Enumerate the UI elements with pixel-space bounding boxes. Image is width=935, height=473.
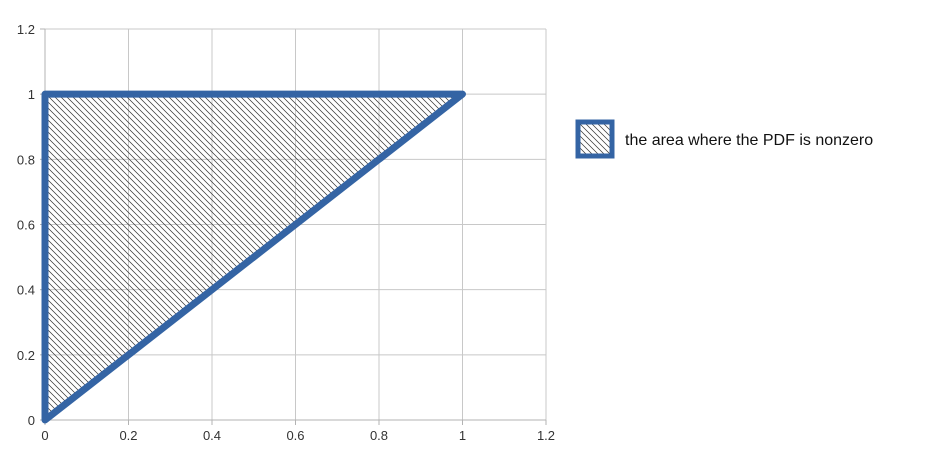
legend-swatch xyxy=(575,119,615,159)
x-tick-label: 1.2 xyxy=(537,428,555,443)
x-tick-label: 0.6 xyxy=(286,428,304,443)
y-tick-label: 0.6 xyxy=(17,218,35,233)
y-tick-label: 0 xyxy=(28,413,35,428)
series-area xyxy=(41,90,466,424)
x-tick-label: 0 xyxy=(41,428,48,443)
y-tick-label: 0.8 xyxy=(17,152,35,167)
y-tick-label: 0.2 xyxy=(17,348,35,363)
tick-labels: 0 0.2 0.4 0.6 0.8 1 1.2 0 0.2 0.4 0.6 0.8 1 1.2 xyxy=(17,22,555,443)
y-tick-label: 0.4 xyxy=(17,283,35,298)
legend: the area where the PDF is nonzero xyxy=(575,119,873,159)
x-tick-label: 0.4 xyxy=(203,428,221,443)
x-tick-label: 0.8 xyxy=(370,428,388,443)
plot-area xyxy=(41,90,466,424)
y-tick-label: 1.2 xyxy=(17,22,35,37)
x-tick-label: 1 xyxy=(459,428,466,443)
x-tick-label: 0.2 xyxy=(119,428,137,443)
y-tick-label: 1 xyxy=(28,87,35,102)
legend-label: the area where the PDF is nonzero xyxy=(625,132,873,149)
